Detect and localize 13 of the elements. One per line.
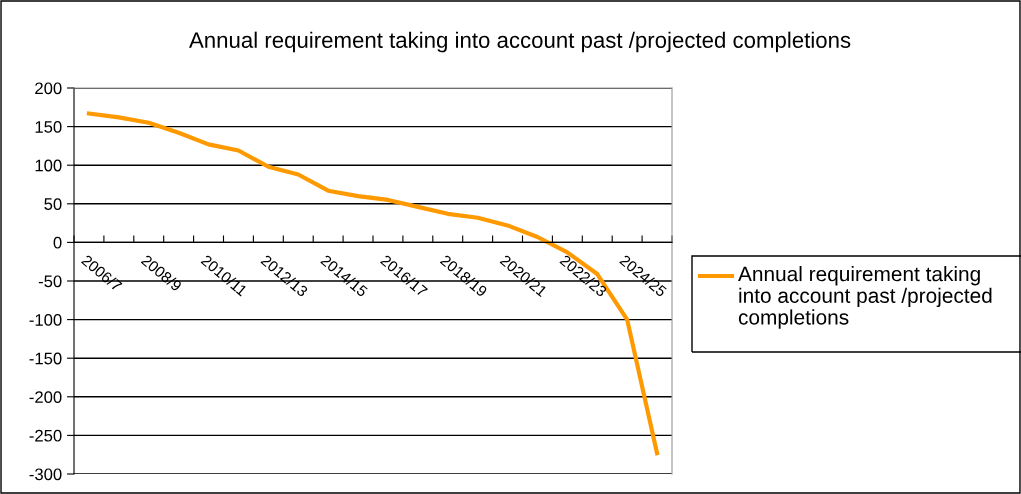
y-tick-label: -300 <box>29 468 62 481</box>
y-tick-label: 150 <box>35 121 62 133</box>
y-tick-label: 200 <box>35 82 62 95</box>
y-tick-label: -50 <box>38 275 62 288</box>
y-tick-label: -250 <box>29 429 62 442</box>
y-tick-label: 50 <box>44 198 62 210</box>
y-tick-label: 100 <box>35 159 62 172</box>
y-tick-label: -150 <box>29 352 62 365</box>
y-tick-label: 0 <box>53 236 62 249</box>
y-tick-label: -200 <box>29 391 62 403</box>
y-tick-label: -100 <box>29 314 62 326</box>
legend-label: Annual requirement taking into account past /projected completions <box>738 266 992 329</box>
chart-title: Annual requirement taking into account past /projected completions <box>189 31 851 53</box>
